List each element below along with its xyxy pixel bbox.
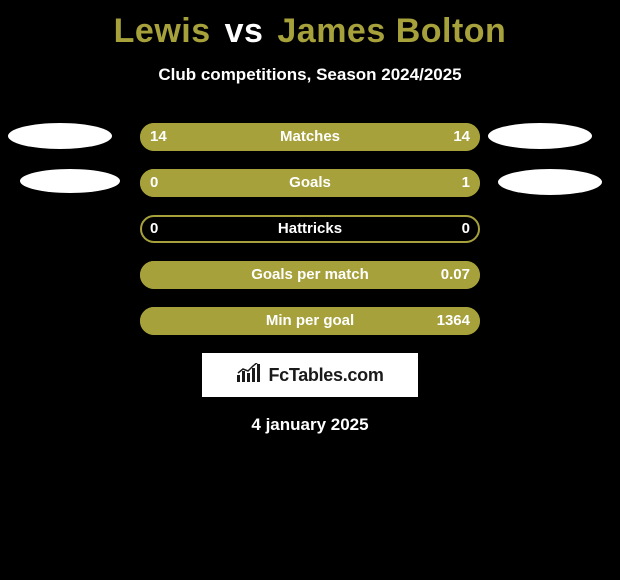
stat-label: Matches [140,123,480,151]
stat-label: Goals [140,169,480,197]
indicator-ellipse-right [498,169,602,195]
logo-box: FcTables.com [202,353,418,397]
stat-label: Min per goal [140,307,480,335]
stat-row: 1414Matches [0,123,620,151]
subtitle: Club competitions, Season 2024/2025 [0,65,620,85]
logo-text: FcTables.com [268,365,383,386]
stats-block: 1414Matches 01Goals 00Hattricks 0.07Goals p… [0,123,620,335]
indicator-ellipse-right [488,123,592,149]
indicator-ellipse-left [20,169,120,193]
stat-row: 00Hattricks [0,215,620,243]
player1-name: Lewis [114,12,211,50]
stat-label: Goals per match [140,261,480,289]
page-title: Lewis vs James Bolton [0,0,620,51]
stat-row: 1364Min per goal [0,307,620,335]
player2-name: James Bolton [277,12,506,50]
stat-row: 01Goals [0,169,620,197]
indicator-ellipse-left [8,123,112,149]
date-label: 4 january 2025 [0,415,620,435]
stat-label: Hattricks [140,215,480,243]
logo-inner: FcTables.com [236,363,383,388]
comparison-infographic: Lewis vs James Bolton Club competitions,… [0,0,620,580]
stat-row: 0.07Goals per match [0,261,620,289]
vs-label: vs [225,12,264,50]
chart-icon [236,363,262,388]
